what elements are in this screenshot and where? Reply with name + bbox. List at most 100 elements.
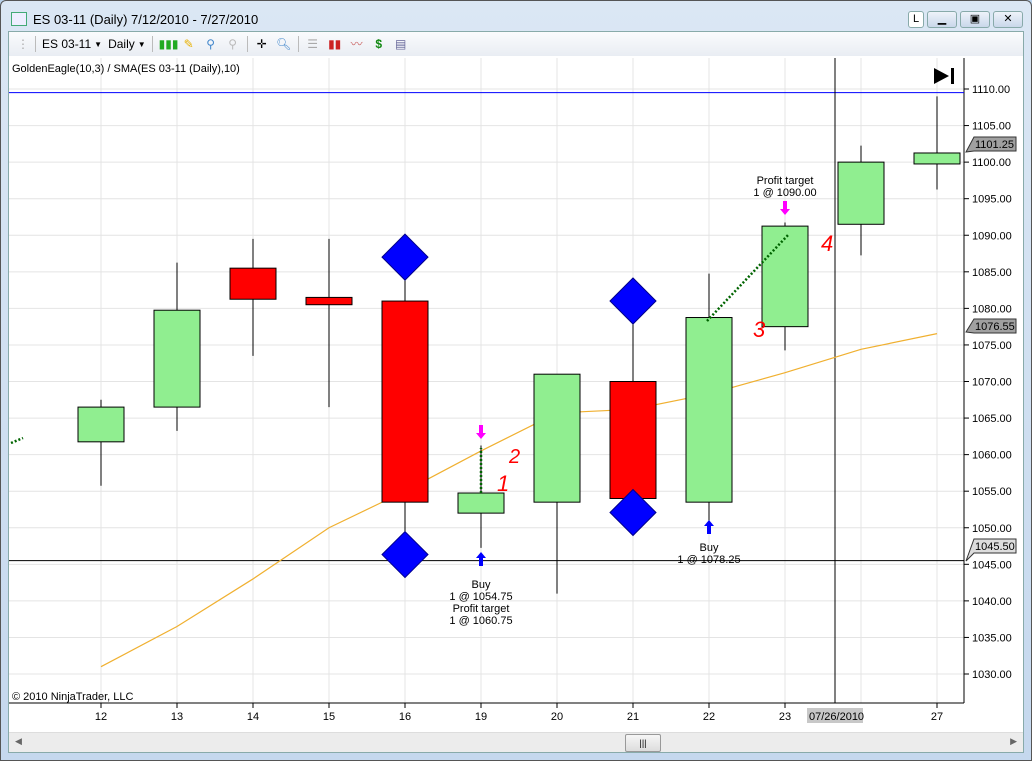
price-marker-label: 1045.50	[975, 541, 1015, 553]
crosshair-icon[interactable]: ✛	[256, 37, 267, 51]
trade-label: Profit target	[757, 175, 814, 187]
candle-body	[609, 381, 657, 499]
zoom-icon[interactable]: 🔍︎	[276, 37, 292, 51]
trade-label: Buy	[700, 542, 719, 554]
x-tick-label: 21	[627, 711, 639, 723]
indicator-label: GoldenEagle(10,3) / SMA(ES 03-11 (Daily)…	[12, 63, 240, 75]
candle-body	[837, 161, 885, 225]
pencil-icon[interactable]: ✎	[183, 37, 194, 51]
price-marker-label: 1076.55	[975, 321, 1015, 333]
dollar-icon[interactable]: $	[375, 37, 383, 51]
chart-style-icon[interactable]: ▮▮▮	[158, 37, 179, 51]
y-tick-label: 1080.00	[972, 303, 1012, 315]
signal-diamond	[609, 488, 657, 537]
candle-body	[305, 296, 353, 306]
scroll-right-arrow[interactable]: ▶	[1010, 736, 1017, 746]
y-tick-label: 1070.00	[972, 377, 1012, 389]
trade-label: Profit target	[453, 603, 510, 615]
interval-label: Daily	[108, 37, 135, 51]
candle-body	[381, 300, 429, 503]
toolbar-grip[interactable]: ⋮	[17, 37, 29, 51]
price-marker-label: 1101.25	[975, 139, 1014, 151]
trade-label: 1 @ 1078.25	[677, 554, 740, 566]
trade-line	[10, 436, 24, 445]
y-tick-label: 1065.00	[972, 413, 1012, 425]
scroll-to-end-icon-bar	[951, 68, 954, 84]
exit-arrow-icon	[476, 425, 486, 439]
candle-body	[457, 492, 505, 514]
trade-label: Buy	[472, 579, 491, 591]
y-tick-label: 1100.00	[972, 157, 1011, 169]
exit-arrow-icon	[780, 201, 790, 215]
handwritten-note: 3	[753, 317, 766, 342]
y-tick-label: 1090.00	[972, 230, 1012, 242]
y-tick-label: 1060.00	[972, 450, 1012, 462]
title-bar: ES 03-11 (Daily) 7/12/2010 - 7/27/2010	[11, 9, 258, 29]
candle-body	[913, 152, 961, 165]
remove-indicator-icon[interactable]: ⚲	[228, 37, 238, 51]
interval-selector[interactable]: Daily ▼	[108, 37, 146, 51]
copyright-label: © 2010 NinjaTrader, LLC	[12, 691, 133, 703]
candle-body	[533, 373, 581, 503]
scroll-left-arrow[interactable]: ◀	[15, 736, 22, 746]
x-tick-label: 13	[171, 711, 183, 723]
candle-body	[77, 406, 125, 443]
strategies-icon[interactable]: 〰	[350, 37, 363, 51]
scroll-to-end-icon[interactable]	[934, 68, 949, 84]
toolbar: ⋮ ES 03-11 ▼ Daily ▼ ▮▮▮ ✎ ⚲ ⚲ ✛ 🔍︎ ☰ ▮▮ 〰…	[9, 32, 1023, 56]
candle-body	[761, 225, 809, 328]
candle-body	[685, 317, 733, 503]
buy-arrow-icon	[476, 552, 486, 566]
close-button[interactable]: ✕	[993, 11, 1023, 28]
properties-icon[interactable]: ▤	[395, 37, 407, 51]
price-marker	[965, 136, 1017, 153]
y-tick-label: 1085.00	[972, 267, 1012, 279]
candle-body	[229, 267, 277, 300]
y-tick-label: 1035.00	[972, 632, 1012, 644]
y-tick-label: 1105.00	[972, 121, 1011, 133]
candle-body	[153, 309, 201, 408]
x-tick-label: 12	[95, 711, 107, 723]
x-tick-label: 15	[323, 711, 335, 723]
instrument-selector[interactable]: ES 03-11 ▼	[42, 37, 103, 51]
y-tick-label: 1030.00	[972, 669, 1012, 681]
crosshair-date-box	[807, 708, 863, 723]
crosshair-date-label: 07/26/2010	[809, 711, 864, 723]
scroll-thumb[interactable]: |||	[625, 734, 661, 752]
buy-arrow-icon	[704, 520, 714, 534]
x-tick-label: 27	[931, 711, 943, 723]
y-tick-label: 1095.00	[972, 194, 1012, 206]
window-title: ES 03-11 (Daily) 7/12/2010 - 7/27/2010	[33, 11, 259, 27]
signal-diamond	[609, 277, 657, 325]
y-tick-label: 1040.00	[972, 596, 1012, 608]
price-marker	[965, 318, 1017, 334]
y-tick-label: 1050.00	[972, 523, 1012, 535]
sma-line	[100, 333, 938, 668]
chart-app-icon	[11, 12, 27, 26]
maximize-button[interactable]: ▣	[960, 11, 990, 28]
handwritten-note: 1	[497, 471, 509, 496]
x-tick-label: 14	[247, 711, 259, 723]
minimize-button[interactable]: ▁	[927, 11, 957, 28]
y-tick-label: 1110.00	[972, 84, 1010, 96]
signal-diamond	[381, 233, 429, 281]
x-tick-label: 16	[399, 711, 411, 723]
indicators-icon[interactable]: ▮▮	[328, 37, 342, 51]
signal-diamond	[381, 530, 429, 579]
x-tick-label: 22	[703, 711, 715, 723]
price-marker	[965, 538, 1017, 562]
add-indicator-icon[interactable]: ⚲	[206, 37, 216, 51]
x-tick-label: 20	[551, 711, 563, 723]
data-box-icon[interactable]: ☰	[307, 37, 319, 51]
price-chart[interactable]: 1030.00 1035.00 1040.00 1045.00 1050.00 1055.…	[9, 58, 1023, 732]
y-tick-label: 1075.00	[972, 340, 1012, 352]
x-tick-label: 23	[779, 711, 791, 723]
handwritten-note: 4	[821, 231, 833, 256]
x-tick-label: 19	[475, 711, 487, 723]
horizontal-scrollbar[interactable]: ◀ ||| ▶	[9, 732, 1023, 752]
link-button[interactable]: L	[908, 11, 924, 28]
trade-label: 1 @ 1060.75	[449, 615, 512, 627]
trade-label: 1 @ 1090.00	[753, 187, 816, 199]
handwritten-note: 2	[508, 446, 520, 468]
